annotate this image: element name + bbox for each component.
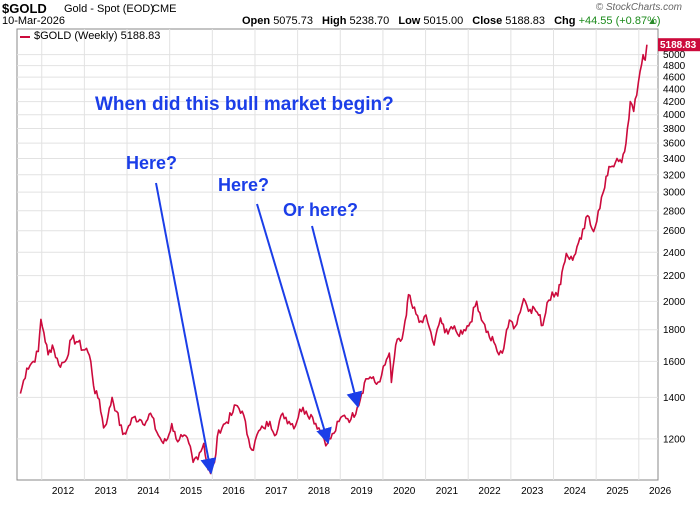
close-value: 5188.83 — [505, 15, 546, 27]
y-tick-label: 4000 — [663, 110, 686, 121]
y-tick-label: 1600 — [663, 357, 686, 368]
open-label: Open — [242, 15, 271, 27]
annotation-here-1: Here? — [126, 153, 178, 173]
high-label: High — [322, 15, 347, 27]
high-value: 5238.70 — [349, 15, 390, 27]
legend-label: $GOLD (Weekly) 5188.83 — [34, 30, 161, 42]
close-label: Close — [472, 15, 503, 27]
y-tick-label: 1400 — [663, 393, 686, 404]
y-tick-label: 1200 — [663, 434, 686, 445]
ohlc-readout: Open 5075.73 High 5238.70 Low 5015.00 Cl… — [242, 15, 661, 27]
y-tick-label: 3400 — [663, 154, 686, 165]
x-tick-label: 2014 — [137, 486, 160, 497]
x-tick-label: 2013 — [95, 486, 118, 497]
annotation-arrow — [256, 203, 332, 445]
price-tag-layer: 5188.83 — [658, 38, 700, 52]
y-tick-label: 2600 — [663, 226, 686, 237]
arrow-layer — [155, 182, 363, 475]
symbol-description: Gold - Spot (EOD) — [64, 3, 154, 15]
x-tick-label: 2026 — [649, 486, 672, 497]
series-layer — [19, 44, 648, 475]
x-tick-label: 2025 — [606, 486, 629, 497]
watermark: © StockCharts.com — [595, 2, 682, 13]
x-tick-label: 2012 — [52, 486, 75, 497]
low-label: Low — [398, 15, 421, 27]
x-tick-label: 2019 — [350, 486, 373, 497]
y-tick-label: 3800 — [663, 124, 686, 135]
x-tick-label: 2023 — [521, 486, 544, 497]
x-tick-label: 2015 — [180, 486, 203, 497]
low-value: 5015.00 — [423, 15, 464, 27]
tick-layer: 1200 1400 1600 1800 2000 2200 2400 2600 2800 3000… — [52, 50, 686, 497]
y-tick-label: 4400 — [663, 85, 686, 96]
annotation-arrow — [155, 182, 217, 475]
y-tick-label: 3000 — [663, 188, 686, 199]
y-tick-label: 4600 — [663, 73, 686, 84]
x-tick-label: 2022 — [478, 486, 501, 497]
y-tick-label: 1800 — [663, 325, 686, 336]
annotation-or-here: Or here? — [283, 200, 359, 220]
exchange: CME — [152, 3, 177, 15]
x-tick-label: 2024 — [564, 486, 587, 497]
annotation-title: When did this bull market begin? — [95, 94, 394, 115]
x-tick-label: 2016 — [223, 486, 246, 497]
y-tick-label: 4200 — [663, 97, 686, 108]
x-tick-label: 2020 — [393, 486, 416, 497]
y-tick-label: 4800 — [663, 61, 686, 72]
open-value: 5075.73 — [273, 15, 313, 27]
y-tick-label: 3600 — [663, 139, 686, 150]
y-tick-label: 2800 — [663, 206, 686, 217]
x-tick-label: 2017 — [265, 486, 288, 497]
annotation-arrow — [311, 225, 363, 409]
grid-layer — [17, 29, 658, 480]
up-arrow-icon: ▲ — [648, 16, 657, 26]
symbol: $GOLD — [2, 1, 47, 16]
annotation-here-2: Here? — [218, 175, 270, 195]
y-tick-label: 2000 — [663, 297, 686, 308]
chg-value: +44.55 (+0.87%) — [578, 15, 661, 27]
plot-area — [16, 28, 659, 481]
y-tick-label: 5000 — [663, 50, 686, 61]
x-tick-label: 2021 — [436, 486, 459, 497]
date: 10-Mar-2026 — [2, 15, 65, 27]
x-tick-label: 2018 — [308, 486, 331, 497]
y-tick-label: 2200 — [663, 271, 686, 282]
gold-price-line — [19, 44, 648, 475]
price-tag: 5188.83 — [660, 40, 697, 51]
chg-label: Chg — [554, 15, 576, 27]
y-tick-label: 2400 — [663, 248, 686, 259]
price-tag-box — [658, 38, 700, 52]
y-tick-label: 3200 — [663, 170, 686, 181]
legend-swatch — [20, 36, 30, 38]
